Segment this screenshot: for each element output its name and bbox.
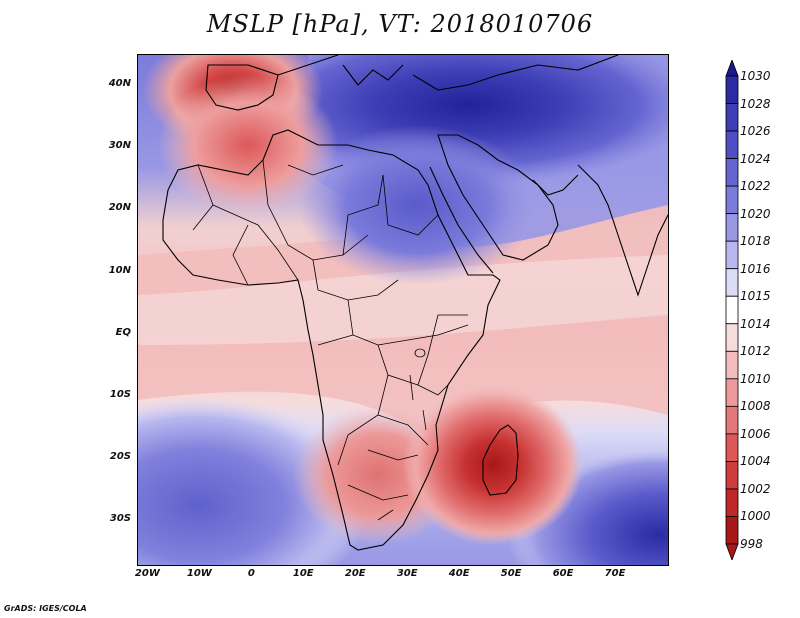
lat-tick-label: 20S xyxy=(109,451,131,463)
lat-tick-label: 40N xyxy=(108,78,131,90)
colorbar-segment xyxy=(725,75,739,104)
grads-credit: GrADS: IGES/COLA xyxy=(4,604,87,613)
colorbar-label: 1020 xyxy=(740,206,771,221)
colorbar-top-arrow xyxy=(725,60,739,77)
colorbar-segment xyxy=(725,516,739,545)
europe-coastline xyxy=(277,55,619,91)
gulf-coast xyxy=(532,174,579,196)
lat-tick-label: 30N xyxy=(108,140,131,152)
lon-tick-label: 10E xyxy=(292,568,314,579)
colorbar-segment xyxy=(725,323,739,352)
colorbar-label: 1030 xyxy=(740,69,771,83)
lat-tick-label: 10S xyxy=(109,389,131,401)
colorbar-label: 1018 xyxy=(740,234,771,249)
iberia-coastline xyxy=(205,64,279,111)
colorbar-label: 1000 xyxy=(740,509,771,524)
lakes xyxy=(409,348,427,431)
madagascar-coastline xyxy=(482,424,519,496)
madagascar-low xyxy=(403,385,583,545)
country-borders xyxy=(192,159,469,521)
colorbar-label: 1016 xyxy=(740,261,771,276)
colorbar-label: 1002 xyxy=(740,481,771,496)
colorbar-segment xyxy=(725,240,739,270)
colorbar-label: 1008 xyxy=(740,399,771,414)
lon-tick-label: 40E xyxy=(448,568,470,579)
lat-tick-label: 30S xyxy=(109,513,131,525)
colorbar-segment xyxy=(725,185,739,215)
colorbar xyxy=(725,60,739,560)
map-panel xyxy=(137,54,669,566)
arabia-coastline xyxy=(437,134,559,261)
colorbar-label: 1010 xyxy=(740,371,771,386)
india-coastline xyxy=(577,164,668,297)
lon-tick-label: 20W xyxy=(134,568,160,579)
lon-tick-label: 50E xyxy=(500,568,522,579)
colorbar-segment xyxy=(725,158,739,187)
equatorial-pale-band xyxy=(138,255,668,345)
africa-coastline xyxy=(162,129,501,551)
colorbar-segment xyxy=(725,378,739,407)
colorbar-label: 1028 xyxy=(740,96,771,111)
lon-tick-label: 20E xyxy=(344,568,366,579)
lon-tick-label: 70E xyxy=(604,568,626,579)
colorbar-label: 1006 xyxy=(740,426,771,441)
colorbar-segment xyxy=(725,488,739,517)
lon-tick-label: 30E xyxy=(396,568,418,579)
chart-title: MSLP [hPa], VT: 2018010706 xyxy=(206,10,594,38)
colorbar-label: 1014 xyxy=(740,316,771,331)
mslp-field-map xyxy=(138,55,668,565)
lat-tick-label: 20N xyxy=(108,202,131,214)
egypt-high xyxy=(298,125,538,285)
colorbar-label: 1022 xyxy=(740,179,771,194)
colorbar-label: 1024 xyxy=(740,151,771,166)
colorbar-segment xyxy=(725,213,739,242)
algeria-high xyxy=(158,75,338,215)
lon-tick-label: 10W xyxy=(186,568,212,579)
lat-tick-label: EQ xyxy=(115,326,131,338)
colorbar-label: 1026 xyxy=(740,124,771,139)
lon-tick-label: 0 xyxy=(247,568,255,579)
colorbar-segment xyxy=(725,268,739,297)
colorbar-segment xyxy=(725,350,739,380)
lon-tick-label: 60E xyxy=(552,568,574,579)
colorbar-segment xyxy=(725,103,739,132)
colorbar-segment xyxy=(725,405,739,435)
colorbar-segment xyxy=(725,461,739,490)
colorbar-segment xyxy=(725,433,739,462)
coastlines xyxy=(162,55,668,551)
colorbar-label: 1004 xyxy=(740,454,771,469)
red-sea xyxy=(429,166,494,274)
colorbar-segment xyxy=(725,130,739,159)
colorbar-bottom-arrow xyxy=(725,543,739,560)
colorbar-label: 998 xyxy=(740,537,763,551)
lat-tick-label: 10N xyxy=(108,264,131,276)
colorbar-label: 1012 xyxy=(740,344,771,359)
colorbar-label: 1015 xyxy=(740,289,771,304)
colorbar-segment xyxy=(725,295,739,325)
